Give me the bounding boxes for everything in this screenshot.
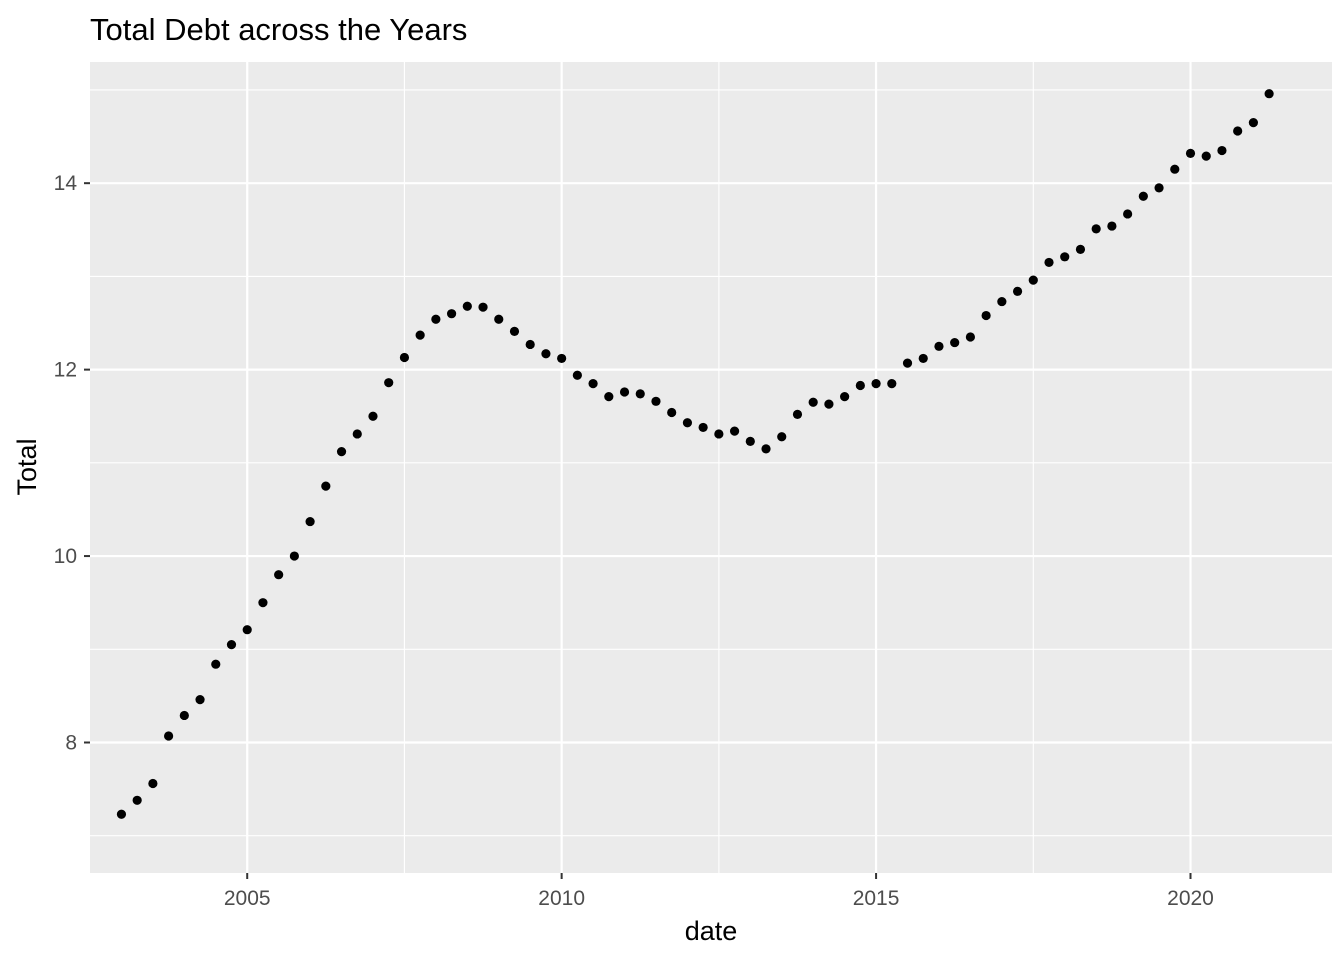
data-point [242,625,252,635]
data-point [258,598,268,608]
data-point [808,397,818,407]
data-point [274,570,284,580]
data-point [651,396,661,406]
x-tick-label: 2020 [1167,887,1214,910]
data-point [462,301,472,311]
data-point [965,332,976,342]
data-point [415,330,425,340]
data-point [934,341,944,351]
data-point [211,659,221,669]
data-point [1185,148,1196,158]
data-point [305,516,315,527]
data-point [1012,286,1023,296]
y-axis-title: Total [12,438,42,495]
data-point [336,447,347,457]
data-point [368,411,378,421]
data-point [1075,244,1086,254]
plot-panel [90,62,1332,873]
data-point [289,551,299,561]
data-point [1107,221,1117,231]
data-point [840,392,850,402]
data-point [431,314,441,324]
data-point [541,349,551,359]
x-axis-tick-labels: 2005 2010 2015 2020 [224,887,1214,910]
data-point [1091,224,1101,234]
data-point [918,353,928,364]
data-point [761,444,771,454]
data-point [399,352,410,363]
data-point [226,640,237,650]
data-point [195,695,205,705]
data-point [981,310,991,321]
data-point [682,418,693,428]
data-point [698,422,708,433]
data-point [824,399,834,409]
x-tick-label: 2010 [538,887,585,910]
data-point [557,353,567,364]
x-axis-title: date [685,916,738,946]
data-point [950,337,960,348]
data-point [525,339,535,350]
data-point [855,380,865,391]
minor-gridlines [90,62,1332,873]
data-point [1233,126,1243,136]
data-point [1028,275,1038,285]
data-point [384,378,394,388]
data-point [1138,191,1148,201]
data-point [1154,183,1164,193]
y-tick-label: 8 [65,731,77,754]
y-tick-label: 14 [54,172,78,195]
data-point [777,432,787,442]
data-point [321,481,331,491]
data-point [604,392,614,402]
y-tick-label: 10 [54,545,77,568]
data-point [588,379,598,389]
data-point [446,309,457,319]
data-point [1044,257,1054,268]
x-tick-label: 2015 [853,887,900,910]
data-point [164,731,174,741]
x-tick-label: 2005 [224,887,271,910]
y-axis-tick-labels: 8 10 12 14 [54,172,78,754]
data-point [1217,145,1227,156]
data-point [1170,164,1180,174]
data-point [619,387,630,397]
data-point [1201,151,1211,161]
data-point [352,429,362,439]
data-point [116,809,127,819]
data-point [494,314,504,324]
data-point [478,302,488,312]
data-point [635,389,645,399]
data-point [997,296,1007,307]
data-point [1264,89,1274,99]
data-point [714,429,724,439]
data-points [116,89,1274,819]
data-point [509,326,520,337]
data-point [1248,117,1258,128]
data-point [1123,209,1133,219]
data-point [729,426,740,436]
data-point [572,370,582,380]
data-point [1060,252,1070,262]
data-point [902,358,913,368]
data-point [148,778,158,789]
data-point [179,710,189,721]
axis-ticks [84,182,1192,879]
data-point [132,795,142,805]
chart-title: Total Debt across the Years [90,12,467,47]
data-point [871,379,881,389]
y-tick-label: 12 [54,359,77,382]
data-point [792,409,803,419]
major-gridlines [90,62,1332,873]
data-point [745,436,755,446]
data-point [887,379,897,389]
data-point [667,407,677,418]
